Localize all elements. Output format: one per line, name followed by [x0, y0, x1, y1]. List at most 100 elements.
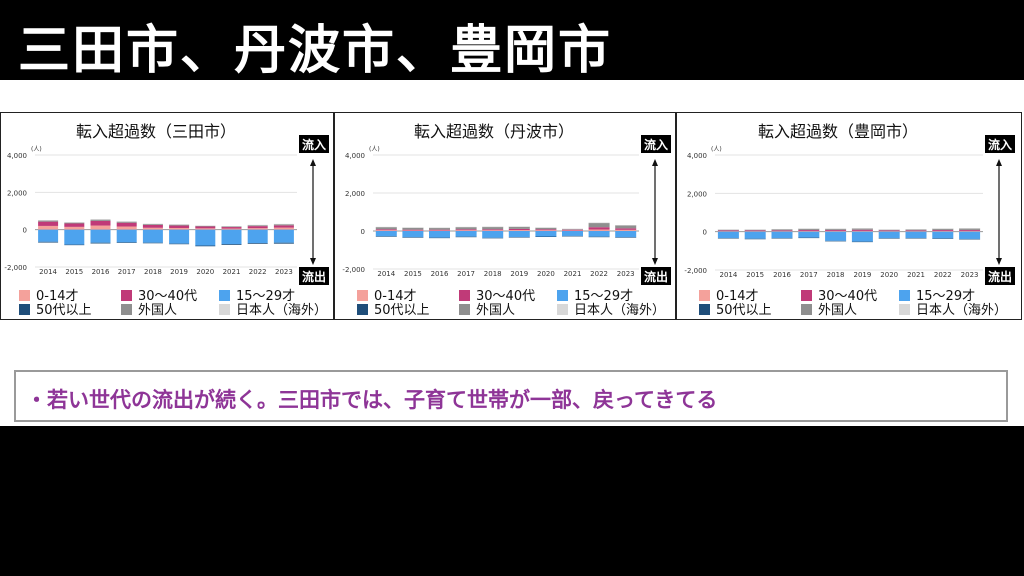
bar-segment — [482, 231, 504, 238]
bar-segment — [878, 229, 900, 230]
bar-segment — [429, 229, 450, 231]
x-tick-label: 2017 — [800, 271, 818, 279]
bar-segment — [562, 235, 583, 237]
y-tick-label: 4,000 — [345, 152, 365, 160]
bar-segment — [429, 237, 450, 239]
outflow-badge — [299, 267, 329, 285]
bar-segment — [932, 228, 954, 229]
bar-segment — [375, 226, 397, 228]
x-tick-label: 2021 — [564, 270, 582, 278]
bar-segment — [535, 230, 557, 231]
legend-label: 0-14才 — [374, 289, 417, 304]
bar-segment — [221, 228, 242, 230]
bar-segment — [535, 227, 557, 230]
bar-segment — [38, 229, 59, 242]
x-tick-label: 2021 — [223, 268, 241, 276]
x-tick-label: 2023 — [961, 271, 979, 279]
bar-segment — [851, 230, 873, 232]
bar-segment — [508, 230, 530, 231]
bar-segment — [195, 226, 216, 229]
bar-segment — [535, 231, 557, 237]
bar-segment — [771, 237, 793, 239]
bar-segment — [90, 229, 111, 243]
legend-item: 0-14才 — [357, 285, 417, 304]
bar-segment — [169, 227, 190, 230]
bar-segment — [116, 229, 137, 243]
bar-segment — [247, 225, 268, 227]
legend-swatch — [801, 304, 812, 315]
legend-swatch — [557, 304, 568, 315]
bar-segment — [878, 229, 900, 231]
up-arrow-head — [996, 159, 1002, 166]
x-tick-label: 2016 — [92, 268, 110, 276]
bar-segment — [535, 227, 557, 228]
bar-segment — [615, 225, 637, 226]
legend-swatch — [459, 290, 470, 301]
bar-segment — [615, 229, 637, 231]
down-arrow-head — [652, 258, 658, 265]
bar-segment — [825, 230, 847, 232]
bar-segment — [744, 231, 766, 232]
legend-label: 15〜29才 — [916, 289, 976, 304]
bar-segment — [508, 226, 530, 227]
bar-segment — [402, 231, 424, 238]
bar-segment — [771, 229, 793, 231]
legend-label: 50代以上 — [36, 303, 92, 318]
bar-segment — [375, 227, 397, 230]
bar-segment — [771, 230, 793, 232]
bar-segment — [562, 231, 583, 236]
y-unit-label: (人) — [31, 146, 42, 153]
bar-segment — [588, 236, 610, 238]
y-tick-label: 2,000 — [687, 190, 707, 198]
bar-segment — [455, 236, 477, 238]
bar-segment — [273, 242, 294, 244]
x-tick-label: 2017 — [118, 268, 136, 276]
x-tick-label: 2020 — [537, 270, 555, 278]
bar-segment — [38, 220, 59, 222]
summary-callout: ・若い世代の流出が続く。三田市では、子育て世帯が一部、戻ってきてる — [14, 370, 1008, 422]
bar-segment — [482, 229, 504, 231]
y-tick-label: 0 — [361, 228, 365, 236]
y-tick-label: 4,000 — [7, 152, 27, 160]
legend-item: 外国人 — [801, 299, 857, 318]
bar-segment — [221, 227, 242, 229]
bar-segment — [195, 228, 216, 230]
legend-swatch — [19, 290, 30, 301]
bar-segment — [508, 237, 530, 238]
x-tick-label: 2022 — [934, 271, 952, 279]
y-tick-label: -2,000 — [684, 267, 707, 275]
chart-panel-sanda: 転入超過数（三田市） (人) 4,000 2,000 0 -2,000 2014 2015 20… — [0, 112, 334, 320]
bar-segment — [825, 228, 847, 230]
bar-segment — [38, 220, 59, 221]
bar-segment — [744, 229, 766, 231]
y-tick-label: 0 — [23, 227, 27, 235]
legend-swatch — [557, 290, 568, 301]
bar-segment — [273, 229, 294, 243]
bar-segment — [744, 230, 766, 232]
legend-item: 30〜40代 — [121, 285, 197, 304]
bar-segment — [64, 229, 85, 245]
bar-segment — [375, 236, 397, 237]
bar-segment — [615, 237, 637, 238]
bar-segment — [959, 230, 981, 232]
legend-item: 日本人（海外） — [899, 299, 1007, 318]
bar-segment — [116, 226, 137, 230]
bar-segment — [402, 230, 424, 231]
bar-segment — [482, 226, 504, 230]
legend-label: 外国人 — [138, 303, 178, 318]
bar-segment — [932, 229, 954, 231]
bar-segment — [221, 244, 242, 245]
inflow-label: 流入 — [644, 137, 668, 152]
bar-segment — [142, 242, 163, 244]
bar-segment — [744, 229, 766, 230]
bar-segment — [64, 244, 85, 246]
bar-segment — [221, 226, 242, 228]
bar-segment — [221, 226, 242, 227]
bar-segment — [247, 243, 268, 244]
bar-segment — [195, 245, 216, 247]
bar-segment — [508, 228, 530, 231]
legend-label: 30〜40代 — [476, 289, 536, 304]
x-tick-label: 2015 — [404, 270, 422, 278]
chart-panel-tamba: 転入超過数（丹波市） (人) 4,000 2,000 0 -2,000 2014 2015 20… — [334, 112, 676, 320]
bar-segment — [959, 228, 981, 230]
